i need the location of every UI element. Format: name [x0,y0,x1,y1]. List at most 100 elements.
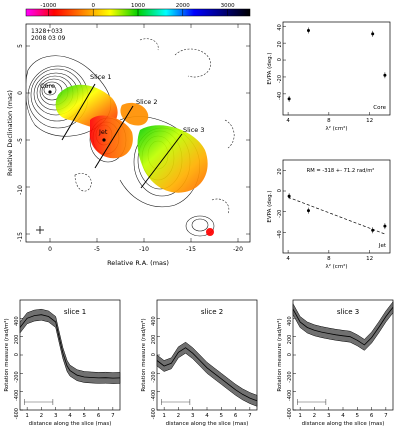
rm-patch-knot [89,115,133,159]
colorbar-ticks: -1000 0 1000 2000 3000 [40,3,235,16]
slice-2-line [94,105,134,169]
xtick-label: 1 [298,413,302,419]
xtick-label: 8 [327,118,331,124]
ytick-label: 0 [151,353,157,356]
x-axis-label: distance along the slice (mas) [29,421,112,427]
colorbar: -1000 0 1000 2000 3000 [25,3,251,17]
slice-1-label: Slice 1 [90,73,112,81]
slice-3-label: Slice 3 [183,126,205,134]
xtick-label: 7 [248,413,252,419]
ytick-label: 0 [287,353,293,356]
xtick-label: 5 [220,413,224,419]
xtick-label: 4 [286,118,290,124]
x-axis-label: distance along the slice (mas) [302,421,385,427]
ytick-label: -600 [287,408,293,419]
ytick-label: 0 [277,58,283,61]
colorbar-tick-label: 1000 [131,3,145,9]
xtick-label: 2 [40,413,44,419]
jet-label: Jet [98,128,108,136]
colorbar-tick-label: 2000 [176,3,190,9]
y-axis-label: Rotation measure (rad/m²) [3,318,10,391]
ytick-label: 0 [14,353,20,356]
colorbar-tick-label: -1000 [40,3,56,9]
panel-annotation: Jet [378,243,387,249]
ytick-label: 200 [287,335,293,345]
ytick-label: 20 [277,168,283,174]
map-ytick-label: 5 [17,44,24,48]
source-label: 1328+033 [31,28,63,35]
map-axes: 0 -5 -10 -15 -20 5 0 -5 -10 -15 [17,24,250,253]
xtick-label: 3 [191,413,195,419]
panel-frame [282,21,391,116]
date-label: 2008 03 09 [31,35,66,42]
series-line [19,314,121,379]
map-ytick-label: -5 [17,138,24,144]
panel-slice-2: 1 2 3 4 5 6 7 400 200 0 -200 -400 -600 distance along… [140,299,258,427]
ytick-label: -400 [151,390,157,401]
ytick-label: 400 [14,316,20,326]
ytick-label: 200 [14,335,20,345]
ytick-label: -40 [277,92,283,100]
ytick-label: 40 [277,24,283,30]
fit-line [287,196,387,235]
ytick-label: -200 [287,371,293,382]
rm-patch-outer [137,125,208,193]
ytick-label: -400 [287,390,293,401]
ytick-label: 200 [151,335,157,345]
error-band [292,301,394,351]
xtick-label: 4 [68,413,72,419]
panel-frame [292,299,394,411]
ytick-label: -20 [277,75,283,83]
fit-label: RM = -318 +- 71.2 rad/m² [307,168,375,174]
y-axis-label: Rotation measure (rad/m²) [140,318,147,391]
ytick-label: 20 [277,41,283,47]
xtick-label: 5 [356,413,360,419]
core-label: Core [40,82,55,90]
xtick-label: 7 [111,413,115,419]
series-line [156,347,258,402]
ytick-label: -200 [151,371,157,382]
xtick-label: 3 [54,413,58,419]
panel-slice-3: 1 2 3 4 5 6 7 400 200 0 -200 -400 -600 distance along… [276,299,394,427]
x-axis-label: λ² (cm²) [325,125,347,132]
rm-patch-tail [120,102,149,126]
xtick-label: 8 [327,256,331,262]
ytick-label: 400 [151,316,157,326]
xtick-label: 1 [162,413,166,419]
ytick-label: -600 [14,408,20,419]
ytick-label: 400 [287,316,293,326]
xtick-label: 7 [384,413,388,419]
panel-title: slice 2 [201,308,223,316]
x-axis-label: λ² (cm²) [325,263,347,270]
colorbar-tick-label: 3000 [221,3,235,9]
xtick-label: 4 [341,413,345,419]
series-line [292,307,394,346]
map-ylabel: Relative Declination (mas) [6,90,14,176]
y-axis-label: Rotation measure (rad/m²) [276,318,283,391]
ytick-label: 0 [277,189,283,192]
xtick-label: 12 [366,118,373,124]
ytick-label: -20 [277,210,283,218]
xtick-label: 2 [313,413,317,419]
xtick-label: 5 [83,413,87,419]
slice-3-line [140,133,183,189]
colorbar-tick-label: 0 [91,3,95,9]
ytick-label: -600 [151,408,157,419]
xtick-label: 6 [370,413,374,419]
slice-1-line [61,83,96,141]
ytick-label: -200 [14,371,20,382]
rm-map: 1328+033 2008 03 09 [6,23,251,267]
ytick-label: -40 [277,230,283,238]
map-xtick-label: -20 [233,246,243,253]
slice-lines [61,83,183,189]
map-xtick-label: 0 [48,246,52,253]
jet-marker [102,138,106,142]
map-xtick-label: -10 [139,246,149,253]
map-ytick-label: 0 [17,91,24,95]
map-ytick-label: -15 [17,232,24,242]
xtick-label: 2 [177,413,181,419]
beam-cross [36,226,44,234]
error-band [156,341,258,407]
